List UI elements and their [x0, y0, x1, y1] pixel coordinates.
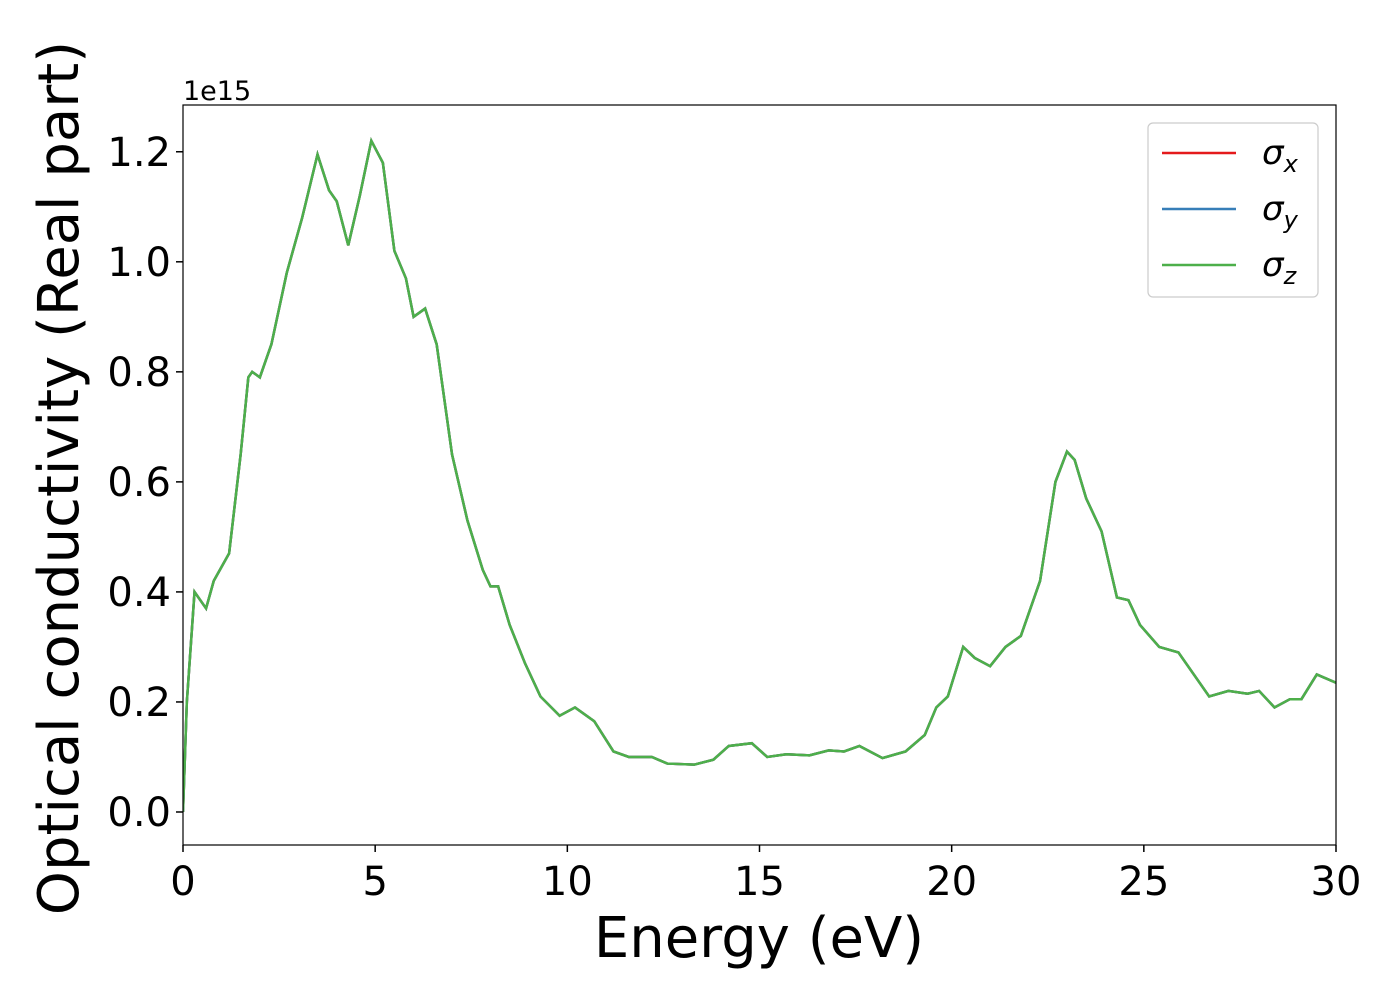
- y-tick-label: 0.6: [107, 460, 171, 506]
- plot-frame: [182, 104, 1337, 846]
- legend-label: σz: [1262, 245, 1298, 290]
- x-axis-label: Energy (eV): [594, 906, 924, 971]
- y-tick-label: 0.4: [107, 570, 171, 616]
- x-tick-label: 20: [926, 859, 977, 905]
- x-tick-label: 10: [542, 859, 593, 905]
- x-tick-label: 0: [170, 859, 195, 905]
- y-offset-label: 1e15: [183, 76, 251, 107]
- x-tick-label: 15: [734, 859, 785, 905]
- line-series: [183, 137, 1336, 813]
- y-tick-label: 0.2: [107, 680, 171, 726]
- x-tick-label: 25: [1118, 859, 1169, 905]
- y-tick-label: 1.2: [107, 130, 171, 176]
- x-tick-label: 5: [362, 859, 387, 905]
- y-tick-label: 0.0: [107, 790, 171, 836]
- x-tick-label: 30: [1311, 859, 1362, 905]
- y-tick-label: 0.8: [107, 350, 171, 396]
- legend-label: σx: [1262, 133, 1299, 178]
- y-axis-label: Optical conductivity (Real part): [27, 41, 92, 915]
- y-tick-label: 1.0: [107, 240, 171, 286]
- legend-label: σy: [1262, 189, 1299, 234]
